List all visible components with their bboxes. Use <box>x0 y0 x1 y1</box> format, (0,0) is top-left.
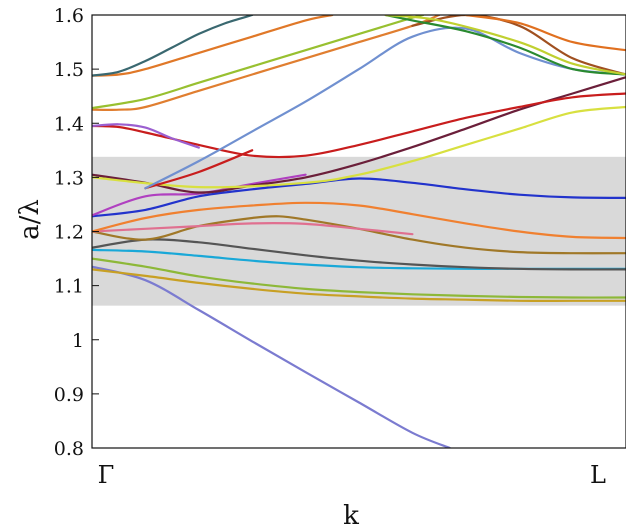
band-line-14 <box>92 123 200 149</box>
band-line-15 <box>144 149 254 190</box>
band-line-9 <box>92 177 626 218</box>
band-line-12 <box>92 105 626 189</box>
y-tick-label: 1.4 <box>54 113 84 135</box>
band-line-18 <box>92 15 425 110</box>
band-line-8 <box>92 201 626 240</box>
axes-group: 0.8 0.9 1 1.1 1.2 1.3 1.4 1.5 1.6 <box>54 5 626 460</box>
band-line-7 <box>92 222 414 236</box>
band-line-24 <box>92 15 254 77</box>
band-line-1 <box>92 265 451 448</box>
y-tick-label: 1.5 <box>54 59 84 81</box>
band-line-3 <box>92 257 626 299</box>
x-tick-label-l: L <box>590 461 606 489</box>
band-line-2 <box>92 268 626 302</box>
band-line-22 <box>384 15 626 76</box>
y-tick-label: 1.3 <box>54 167 84 189</box>
y-tick-label: 1 <box>72 330 84 352</box>
band-line-19 <box>411 15 626 76</box>
y-tick-label: 1.2 <box>54 222 84 244</box>
x-axis-label: k <box>343 501 359 529</box>
band-line-5 <box>92 238 626 271</box>
band-line-17 <box>92 15 441 112</box>
y-tick-label: 0.8 <box>54 438 84 460</box>
band-line-16 <box>144 26 626 190</box>
series-group <box>92 15 626 448</box>
x-tick-label-gamma: Γ <box>98 461 115 489</box>
y-axis-label: a/λ <box>15 199 45 240</box>
band-line-23 <box>92 15 334 77</box>
y-tick-label: 0.9 <box>54 384 84 406</box>
band-line-20 <box>464 15 626 52</box>
band-line-21 <box>384 15 626 76</box>
band-line-13 <box>92 92 626 159</box>
y-tick-label: 1.1 <box>54 276 84 298</box>
y-tick-label: 1.6 <box>54 5 84 27</box>
